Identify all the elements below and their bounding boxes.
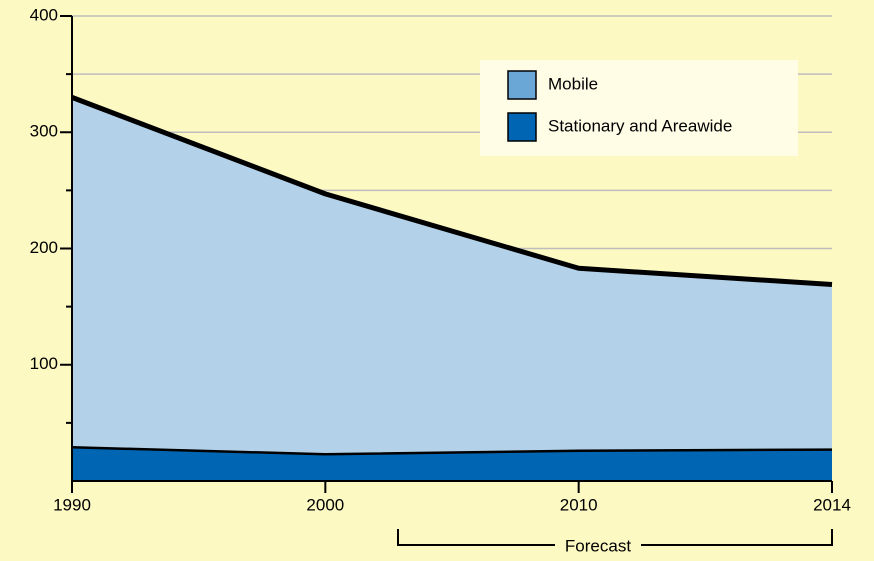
area-edge — [71, 446, 833, 456]
area — [72, 97, 832, 455]
area — [72, 447, 832, 481]
y-tick-label: 300 — [30, 122, 58, 141]
x-tick-label: 2010 — [560, 495, 598, 514]
x-tick-label: 2000 — [306, 495, 344, 514]
y-tick-label: 200 — [30, 238, 58, 257]
legend-swatch — [507, 112, 537, 142]
forecast-label: Forecast — [565, 536, 631, 555]
legend-swatch — [507, 70, 537, 100]
x-tick-label: 2014 — [813, 495, 851, 514]
y-tick-label: 400 — [30, 5, 58, 24]
area-edge — [71, 95, 833, 288]
forecast-bracket — [397, 529, 833, 546]
legend-label: Mobile — [548, 74, 598, 93]
y-tick-label: 100 — [30, 354, 58, 373]
x-tick-label: 1990 — [53, 495, 91, 514]
legend-label: Stationary and Areawide — [548, 116, 732, 135]
